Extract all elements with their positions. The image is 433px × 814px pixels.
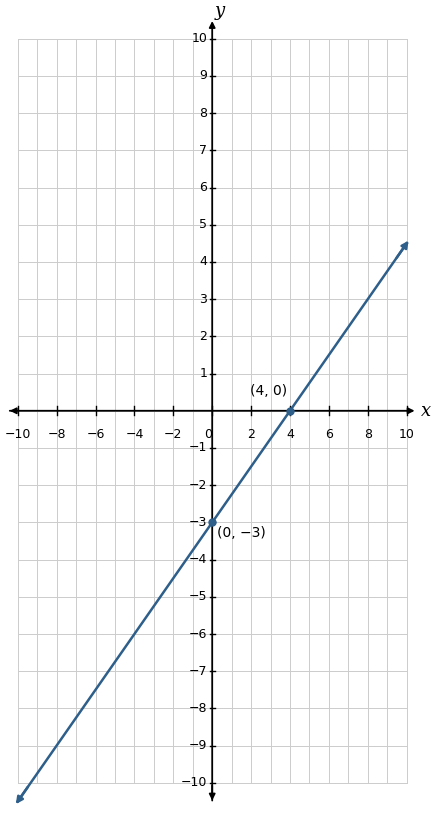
Text: −8: −8 <box>189 702 207 715</box>
Text: −1: −1 <box>189 441 207 454</box>
Text: 4: 4 <box>286 427 294 440</box>
Text: −5: −5 <box>189 590 207 603</box>
Text: 5: 5 <box>199 218 207 231</box>
Text: y: y <box>215 2 225 20</box>
Text: −3: −3 <box>189 516 207 529</box>
Text: 6: 6 <box>325 427 333 440</box>
Text: 1: 1 <box>200 367 207 380</box>
Text: 8: 8 <box>199 107 207 120</box>
Text: −4: −4 <box>189 553 207 566</box>
Text: −6: −6 <box>86 427 105 440</box>
Text: −9: −9 <box>189 739 207 752</box>
Text: −10: −10 <box>181 777 207 790</box>
Text: 3: 3 <box>200 293 207 305</box>
Text: 0: 0 <box>204 427 212 440</box>
Text: 2: 2 <box>247 427 255 440</box>
Text: −10: −10 <box>4 427 31 440</box>
Text: 10: 10 <box>399 427 415 440</box>
Text: (0, −3): (0, −3) <box>217 526 266 540</box>
Text: 8: 8 <box>364 427 372 440</box>
Text: 10: 10 <box>191 33 207 46</box>
Text: x: x <box>421 402 431 420</box>
Text: −7: −7 <box>189 665 207 678</box>
Text: 7: 7 <box>199 144 207 157</box>
Text: −2: −2 <box>164 427 182 440</box>
Text: (4, 0): (4, 0) <box>250 383 287 398</box>
Text: 6: 6 <box>200 181 207 194</box>
Text: −6: −6 <box>189 628 207 641</box>
Text: 9: 9 <box>200 69 207 82</box>
Text: −2: −2 <box>189 479 207 492</box>
Text: 2: 2 <box>200 330 207 343</box>
Text: −4: −4 <box>125 427 144 440</box>
Text: −8: −8 <box>47 427 66 440</box>
Text: 4: 4 <box>200 256 207 269</box>
